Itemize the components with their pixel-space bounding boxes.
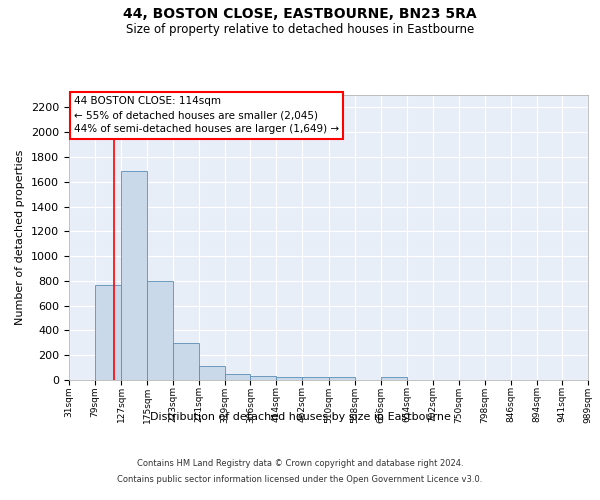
- Text: Contains public sector information licensed under the Open Government Licence v3: Contains public sector information licen…: [118, 475, 482, 484]
- Bar: [329, 377, 355, 380]
- Text: 44 BOSTON CLOSE: 114sqm
← 55% of detached houses are smaller (2,045)
44% of semi: 44 BOSTON CLOSE: 114sqm ← 55% of detache…: [74, 96, 340, 134]
- Bar: [95, 284, 121, 380]
- Bar: [121, 170, 147, 380]
- Text: Contains HM Land Registry data © Crown copyright and database right 2024.: Contains HM Land Registry data © Crown c…: [137, 458, 463, 468]
- Bar: [250, 376, 277, 380]
- Text: 44, BOSTON CLOSE, EASTBOURNE, BN23 5RA: 44, BOSTON CLOSE, EASTBOURNE, BN23 5RA: [123, 8, 477, 22]
- Bar: [147, 281, 173, 380]
- Text: Size of property relative to detached houses in Eastbourne: Size of property relative to detached ho…: [126, 22, 474, 36]
- Bar: [199, 366, 225, 380]
- Bar: [225, 374, 250, 380]
- Bar: [302, 377, 329, 380]
- Y-axis label: Number of detached properties: Number of detached properties: [16, 150, 25, 325]
- Bar: [173, 343, 199, 380]
- Text: Distribution of detached houses by size in Eastbourne: Distribution of detached houses by size …: [149, 412, 451, 422]
- Bar: [277, 377, 302, 380]
- Bar: [380, 377, 407, 380]
